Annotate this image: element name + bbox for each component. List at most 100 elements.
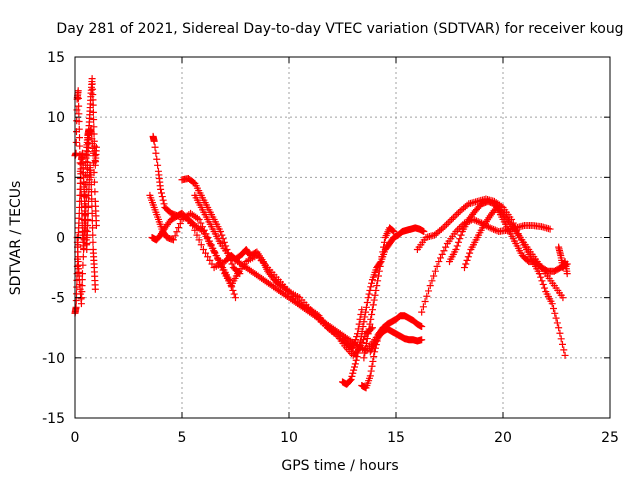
data-point xyxy=(82,202,90,210)
data-point xyxy=(471,216,479,224)
y-tick-label: 5 xyxy=(56,170,65,186)
data-point xyxy=(91,285,99,293)
data-point xyxy=(228,283,236,291)
data-point xyxy=(151,143,159,151)
data-point xyxy=(91,188,99,196)
data-point xyxy=(350,363,358,371)
data-point xyxy=(462,260,470,268)
data-point xyxy=(370,341,378,349)
data-point xyxy=(89,101,97,109)
data-point xyxy=(356,342,364,350)
data-point xyxy=(439,224,447,232)
data-point xyxy=(88,209,96,217)
data-point xyxy=(419,303,427,311)
data-point xyxy=(388,226,396,234)
data-point xyxy=(160,200,168,208)
data-point xyxy=(356,337,364,345)
data-point xyxy=(476,218,484,226)
y-tick-label: 10 xyxy=(47,110,65,126)
data-point xyxy=(456,235,464,243)
data-point xyxy=(80,236,88,244)
data-point xyxy=(452,246,460,254)
data-point xyxy=(90,159,98,167)
data-point xyxy=(441,222,449,230)
data-point xyxy=(75,125,83,133)
data-point xyxy=(454,226,462,234)
data-point xyxy=(367,283,375,291)
data-point xyxy=(366,320,374,328)
data-point xyxy=(454,209,462,217)
data-point xyxy=(474,218,482,226)
data-point xyxy=(452,227,460,235)
data-point xyxy=(363,298,371,306)
x-tick-label: 25 xyxy=(601,430,619,446)
data-point xyxy=(354,349,362,357)
data-point xyxy=(173,228,181,236)
data-point xyxy=(89,238,97,246)
data-point xyxy=(76,191,84,199)
data-point xyxy=(357,332,365,340)
data-point xyxy=(72,149,80,157)
y-tick-label: -10 xyxy=(42,351,65,367)
data-point xyxy=(366,348,374,356)
data-point xyxy=(453,242,461,250)
data-point xyxy=(358,306,366,314)
data-point xyxy=(364,330,372,338)
data-point xyxy=(152,149,160,157)
data-point xyxy=(380,238,388,246)
data-point xyxy=(537,273,545,281)
data-point xyxy=(79,253,87,261)
data-point xyxy=(208,260,216,268)
data-point xyxy=(563,270,571,278)
data-point xyxy=(76,142,84,150)
data-point xyxy=(454,238,462,246)
data-point xyxy=(368,344,376,352)
data-point xyxy=(89,149,97,157)
data-point xyxy=(157,185,165,193)
data-point xyxy=(437,225,445,233)
data-point xyxy=(355,320,363,328)
data-point xyxy=(374,272,382,280)
data-point xyxy=(158,193,166,201)
data-point xyxy=(541,284,549,292)
data-point xyxy=(538,277,546,285)
data-point xyxy=(360,318,368,326)
data-point xyxy=(89,231,97,239)
data-point xyxy=(199,246,207,254)
y-tick-label: 15 xyxy=(47,50,65,66)
data-point xyxy=(356,315,364,323)
data-point xyxy=(348,372,356,380)
data-point xyxy=(150,137,158,145)
data-point xyxy=(157,189,165,197)
data-point xyxy=(92,143,100,151)
data-point xyxy=(366,286,374,294)
data-point xyxy=(466,249,474,257)
data-point xyxy=(560,346,568,354)
series-rise-4 xyxy=(446,197,569,359)
x-tick-label: 20 xyxy=(494,430,512,446)
y-axis-label: SDTVAR / TECUs xyxy=(8,181,24,296)
data-point xyxy=(78,276,86,284)
data-point xyxy=(426,282,434,290)
data-point xyxy=(195,236,203,244)
data-point xyxy=(89,108,97,116)
data-point xyxy=(418,323,426,331)
data-point xyxy=(484,223,492,231)
data-point xyxy=(430,272,438,280)
data-point xyxy=(74,87,82,95)
data-point xyxy=(418,336,426,344)
data-point xyxy=(438,250,446,258)
data-point xyxy=(228,260,236,268)
data-point xyxy=(457,231,465,239)
data-point xyxy=(153,155,161,163)
data-point xyxy=(433,262,441,270)
data-point xyxy=(90,116,98,124)
series-early-burst-b xyxy=(71,149,99,317)
data-point xyxy=(75,203,83,211)
data-point xyxy=(355,345,363,353)
data-point xyxy=(154,161,162,169)
data-point xyxy=(449,214,457,222)
data-point xyxy=(226,279,234,287)
